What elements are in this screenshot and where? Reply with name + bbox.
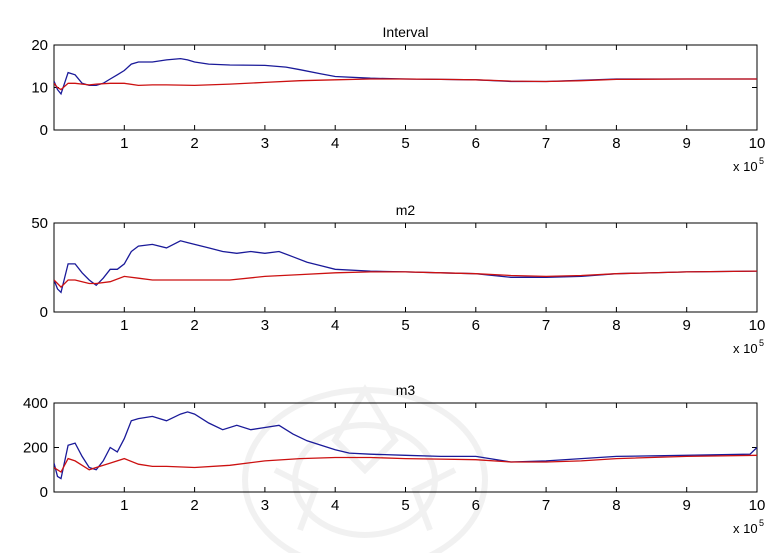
- y-tick-label: 20: [31, 37, 48, 54]
- chart-title: Interval: [383, 24, 429, 40]
- x-tick-label: 1: [120, 135, 128, 152]
- series-line-1: [54, 57, 757, 96]
- x-tick-label: 6: [472, 135, 480, 152]
- x-tick-label: 5: [401, 317, 409, 334]
- x-tick-label: 7: [542, 317, 550, 334]
- x-tick-label: 1: [120, 497, 128, 514]
- x-tick-label: 4: [331, 135, 339, 152]
- x-tick-label: 2: [190, 497, 198, 514]
- y-tick-label: 50: [31, 215, 48, 232]
- x-tick-label: 2: [190, 135, 198, 152]
- y-tick-label: 0: [40, 304, 48, 321]
- x-tick-label: 7: [542, 135, 550, 152]
- x-tick-label: 9: [683, 497, 691, 514]
- x-tick-label: 8: [612, 135, 620, 152]
- x-tick-label: 3: [261, 317, 269, 334]
- x-tick-label: 3: [261, 497, 269, 514]
- series-line-2: [54, 270, 757, 289]
- chart-title: m3: [396, 382, 416, 398]
- x-tick-label: 6: [472, 497, 480, 514]
- x-tick-label: 5: [401, 135, 409, 152]
- y-tick-label: 400: [23, 395, 48, 412]
- y-tick-label: 200: [23, 440, 48, 457]
- x-multiplier-label: x 10: [733, 521, 758, 536]
- x-tick-label: 10: [749, 497, 766, 514]
- x-tick-label: 4: [331, 497, 339, 514]
- x-multiplier-label: x 10: [733, 341, 758, 356]
- x-multiplier-label: x 10: [733, 159, 758, 174]
- series-line-1: [54, 411, 757, 480]
- x-tick-label: 5: [401, 497, 409, 514]
- chart-title: m2: [396, 202, 416, 218]
- x-tick-label: 9: [683, 135, 691, 152]
- series-line-2: [54, 454, 757, 473]
- y-tick-label: 0: [40, 122, 48, 139]
- x-tick-label: 9: [683, 317, 691, 334]
- watermark-emblem: [242, 384, 488, 553]
- x-tick-label: 8: [612, 317, 620, 334]
- y-tick-label: 0: [40, 484, 48, 501]
- x-tick-label: 8: [612, 497, 620, 514]
- x-tick-label: 4: [331, 317, 339, 334]
- x-tick-label: 7: [542, 497, 550, 514]
- axes-frame: [53, 402, 758, 493]
- x-tick-label: 6: [472, 317, 480, 334]
- y-tick-label: 10: [31, 80, 48, 97]
- axes-frame: [53, 222, 758, 313]
- x-tick-label: 3: [261, 135, 269, 152]
- axes-frame: [53, 44, 758, 131]
- x-tick-label: 10: [749, 135, 766, 152]
- series-line-1: [54, 240, 757, 294]
- x-tick-label: 10: [749, 317, 766, 334]
- x-multiplier-exponent: 5: [759, 338, 764, 348]
- x-tick-label: 2: [190, 317, 198, 334]
- x-tick-label: 1: [120, 317, 128, 334]
- x-multiplier-exponent: 5: [759, 518, 764, 528]
- series-line-2: [54, 78, 757, 91]
- x-multiplier-exponent: 5: [759, 156, 764, 166]
